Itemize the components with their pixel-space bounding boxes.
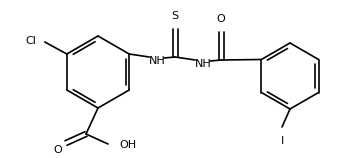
Text: I: I	[280, 136, 284, 146]
Text: Cl: Cl	[25, 36, 36, 46]
Text: O: O	[217, 14, 226, 24]
Text: NH: NH	[149, 56, 166, 66]
Text: NH: NH	[195, 59, 211, 69]
Text: OH: OH	[119, 140, 136, 150]
Text: O: O	[53, 145, 62, 155]
Text: S: S	[171, 11, 179, 21]
